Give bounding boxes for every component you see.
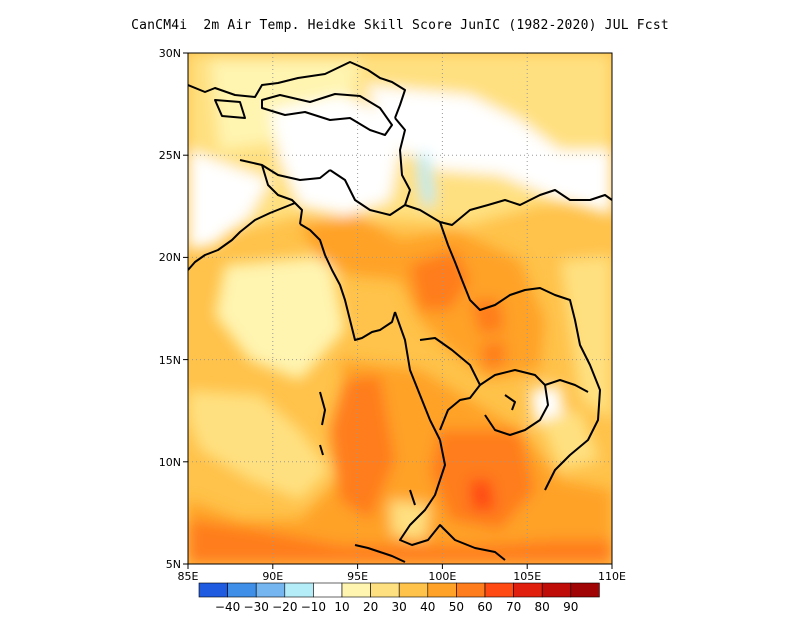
colorbar-label: 10 bbox=[334, 600, 349, 614]
lat-label: 5N bbox=[166, 558, 181, 571]
colorbar-swatch bbox=[284, 582, 314, 598]
axis-ticks bbox=[183, 52, 613, 569]
colorbar-swatch bbox=[227, 582, 257, 598]
colorbar-label: 60 bbox=[477, 600, 492, 614]
colorbar-label: 40 bbox=[420, 600, 435, 614]
lat-label: 15N bbox=[159, 354, 181, 367]
colorbar-swatch bbox=[484, 582, 514, 598]
longitude-labels: 85E 90E 95E 100E 105E 110E bbox=[178, 570, 626, 583]
colorbar-swatch bbox=[198, 582, 228, 598]
colorbar-labels: −40 −30 −20 −10 10 20 30 40 50 60 70 80 90 bbox=[215, 600, 579, 614]
lon-label: 110E bbox=[598, 570, 626, 583]
colorbar-label: 80 bbox=[535, 600, 550, 614]
colorbar-label: −20 bbox=[272, 600, 297, 614]
latitude-labels: 30N 25N 20N 15N 10N 5N bbox=[159, 47, 181, 571]
map-title: CanCM4i 2m Air Temp. Heidke Skill Score … bbox=[131, 18, 669, 33]
colorbar-label: 90 bbox=[563, 600, 578, 614]
colorbar-swatch bbox=[255, 582, 286, 598]
lon-label: 90E bbox=[262, 570, 283, 583]
colorbar-swatch bbox=[541, 582, 572, 598]
lat-label: 10N bbox=[159, 456, 181, 469]
colorbar-label: −10 bbox=[301, 600, 326, 614]
colorbar-label: 70 bbox=[506, 600, 521, 614]
colorbar bbox=[198, 582, 600, 598]
coastlines-and-borders bbox=[188, 61, 612, 563]
colorbar-label: 20 bbox=[363, 600, 378, 614]
colorbar-swatch bbox=[456, 582, 486, 598]
colorbar-swatch bbox=[341, 582, 371, 598]
lon-label: 105E bbox=[513, 570, 541, 583]
colorbar-swatch bbox=[370, 582, 400, 598]
colorbar-label: −40 bbox=[215, 600, 240, 614]
plot-frame bbox=[187, 52, 613, 565]
colorbar-label: 30 bbox=[392, 600, 407, 614]
colorbar-swatch bbox=[513, 582, 543, 598]
lon-label: 100E bbox=[428, 570, 456, 583]
heidke-skill-field bbox=[188, 53, 612, 564]
lon-label: 95E bbox=[347, 570, 368, 583]
lat-label: 20N bbox=[159, 251, 181, 264]
lat-label: 30N bbox=[159, 47, 181, 60]
lat-label: 25N bbox=[159, 149, 181, 162]
colorbar-swatch bbox=[398, 582, 429, 598]
colorbar-label: 50 bbox=[449, 600, 464, 614]
colorbar-swatch bbox=[313, 582, 343, 598]
colorbar-swatch bbox=[427, 582, 457, 598]
lon-label: 85E bbox=[178, 570, 199, 583]
colorbar-label: −30 bbox=[244, 600, 269, 614]
colorbar-swatch bbox=[570, 582, 600, 598]
